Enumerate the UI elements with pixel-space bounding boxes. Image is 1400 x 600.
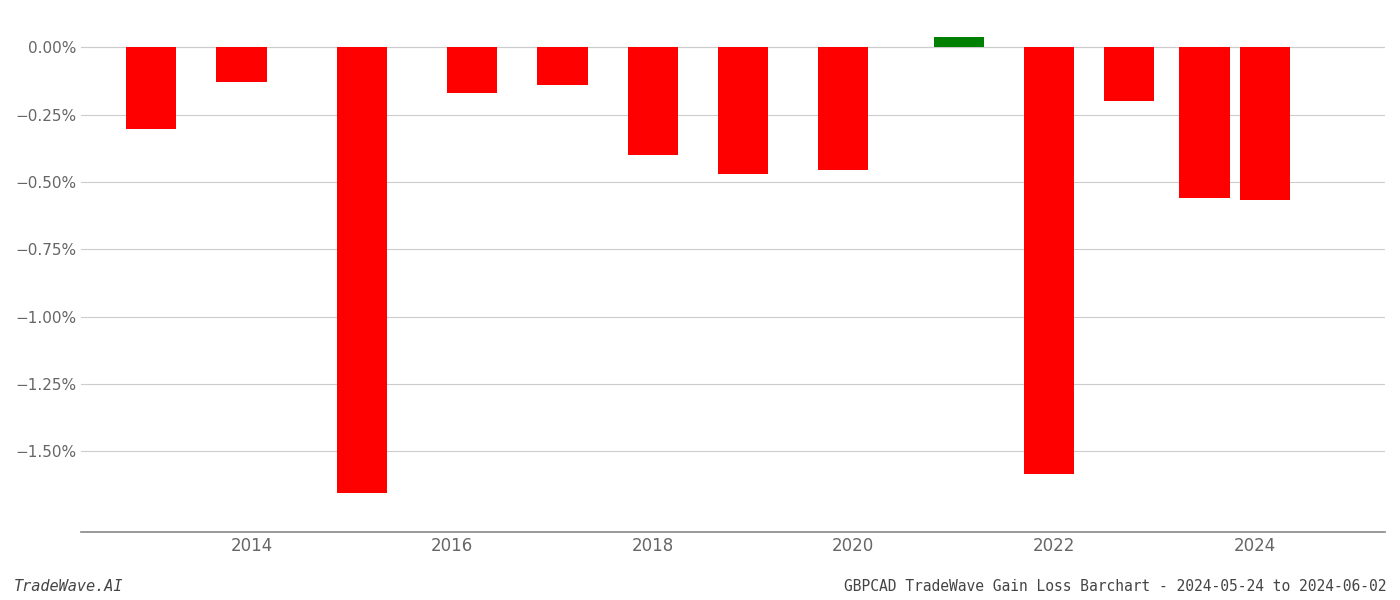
Bar	[1179, 47, 1229, 198]
Bar	[627, 47, 678, 155]
Bar	[818, 47, 868, 170]
Bar	[1105, 47, 1154, 101]
Bar	[1023, 47, 1074, 474]
Bar	[718, 47, 769, 174]
Bar	[126, 47, 176, 130]
Bar	[934, 37, 984, 47]
Bar	[337, 47, 386, 493]
Bar	[447, 47, 497, 93]
Bar	[217, 47, 266, 82]
Text: TradeWave.AI: TradeWave.AI	[14, 579, 123, 594]
Bar	[538, 47, 588, 85]
Text: GBPCAD TradeWave Gain Loss Barchart - 2024-05-24 to 2024-06-02: GBPCAD TradeWave Gain Loss Barchart - 20…	[843, 579, 1386, 594]
Bar	[1239, 47, 1289, 200]
